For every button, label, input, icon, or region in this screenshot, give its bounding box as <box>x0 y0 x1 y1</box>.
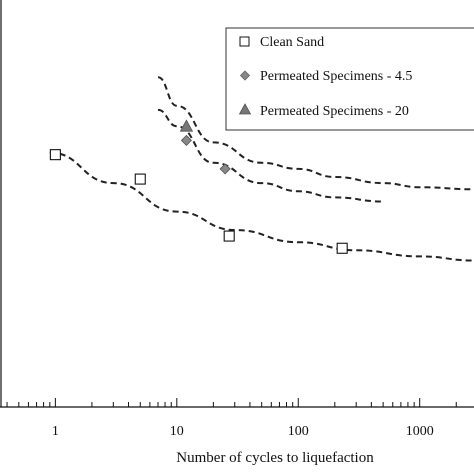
x-axis-title: Number of cycles to liquefaction <box>176 450 374 466</box>
trend-line-2 <box>157 76 474 191</box>
trend-line-1 <box>157 108 384 203</box>
legend-triangle-marker <box>238 103 252 115</box>
data-point-series-0 <box>336 242 348 254</box>
trend-lines <box>49 76 474 262</box>
data-point-series-0 <box>49 149 61 161</box>
x-tick-label: 1 <box>52 424 59 439</box>
data-points <box>49 119 348 254</box>
legend-diamond-marker <box>239 70 251 81</box>
legend-label-permeated-4-5: Permeated Specimens - 4.5 <box>260 69 412 84</box>
data-point-series-0 <box>134 173 146 185</box>
legend-box <box>225 27 474 131</box>
trend-line-0 <box>49 151 474 262</box>
x-axis: 1 10 100 1000 <box>0 0 474 439</box>
data-point-series-0 <box>223 230 235 242</box>
x-tick-label: 1000 <box>406 424 434 439</box>
x-tick-label: 10 <box>170 424 184 439</box>
data-point-series-1 <box>180 134 192 146</box>
legend: Clean Sand Permeated Specimens - 4.5 Per… <box>225 27 474 131</box>
legend-clean-sand-marker <box>239 36 250 47</box>
x-tick-label: 100 <box>288 424 309 439</box>
legend-label-permeated-20: Permeated Specimens - 20 <box>260 104 409 119</box>
legend-label-clean-sand: Clean Sand <box>260 35 324 50</box>
data-point-series-2 <box>179 119 194 132</box>
data-point-series-1 <box>219 163 231 175</box>
